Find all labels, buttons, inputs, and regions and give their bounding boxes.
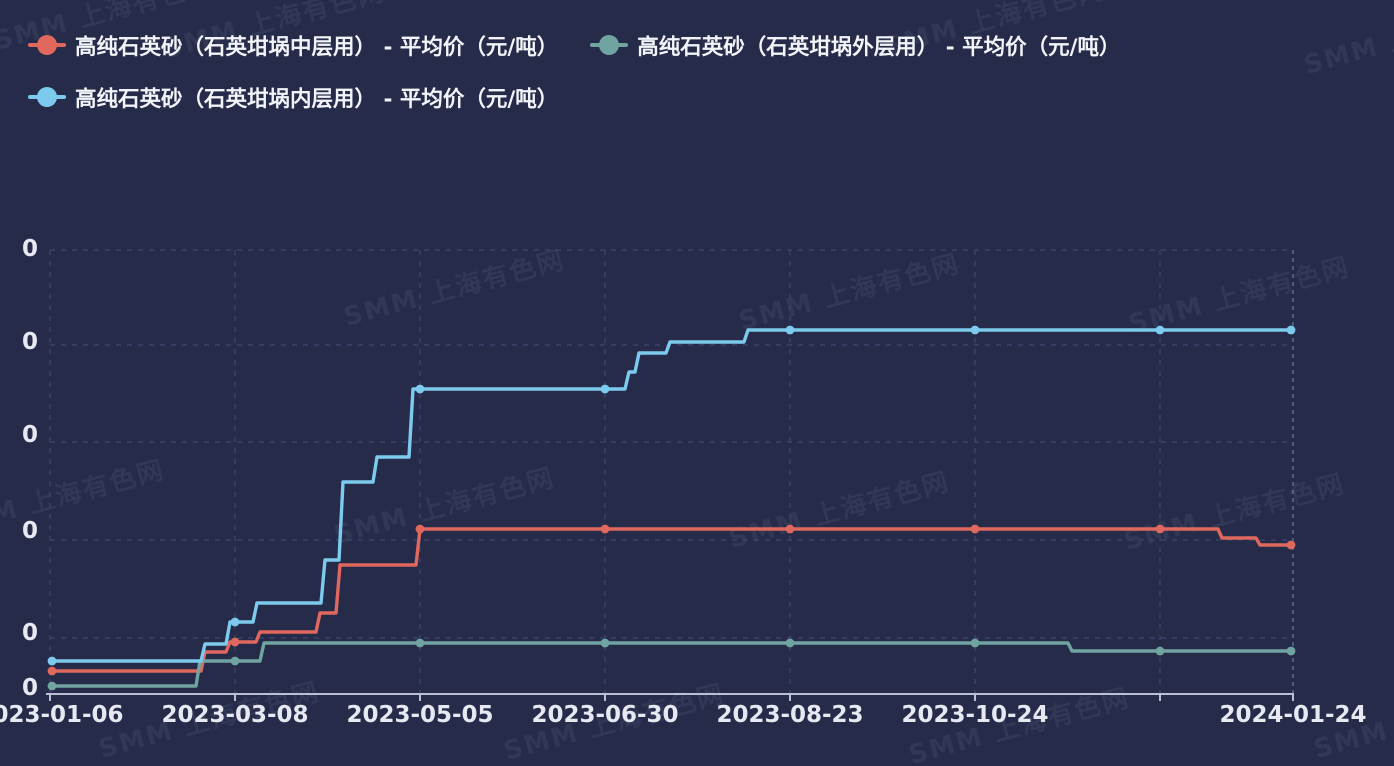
data-point-dot[interactable] (785, 524, 795, 534)
x-tick-label: 2023-05-05 (346, 702, 493, 728)
y-tick-label: 0 (22, 422, 38, 448)
legend-item-label: 高纯石英砂（石英坩埚内层用） - 平均价（元/吨） (75, 86, 559, 112)
line-series-marker-icon (28, 34, 66, 56)
x-tick-label: 2023-01-06 (0, 702, 124, 728)
data-point-dot[interactable] (600, 524, 610, 534)
data-point-dot[interactable] (415, 524, 425, 534)
x-tick-label: 2023-06-30 (531, 702, 678, 728)
data-point-dot[interactable] (230, 617, 240, 627)
x-tick-label: 2023-03-08 (161, 702, 308, 728)
line-series-marker-icon (590, 34, 629, 56)
data-point-dot[interactable] (1155, 325, 1165, 335)
data-point-dot[interactable] (970, 325, 980, 335)
y-tick-label: 0 (22, 236, 38, 262)
series-line-middle-layer[interactable] (50, 527, 1293, 673)
line-series-marker-icon (28, 86, 66, 108)
data-point-dot[interactable] (970, 524, 980, 534)
y-tick-label: 0 (22, 620, 38, 646)
data-point-dot[interactable] (1155, 646, 1165, 656)
y-tick-label: 0 (22, 329, 38, 355)
legend-item-label: 高纯石英砂（石英坩埚外层用） - 平均价（元/吨） (637, 34, 1121, 60)
data-point-dot[interactable] (415, 638, 425, 648)
legend-row-1: 高纯石英砂（石英坩埚中层用） - 平均价（元/吨） 高纯石英砂（石英坩埚外层用）… (28, 19, 1121, 71)
y-tick-label: 0 (22, 675, 38, 701)
legend-item-middle-layer[interactable]: 高纯石英砂（石英坩埚中层用） - 平均价（元/吨） (28, 30, 558, 61)
series-line-inner-layer[interactable] (50, 328, 1293, 663)
x-tick-label: 2024-01-24 (1219, 702, 1366, 728)
legend: 高纯石英砂（石英坩埚中层用） - 平均价（元/吨） 高纯石英砂（石英坩埚外层用）… (28, 19, 1121, 123)
data-point-dot[interactable] (47, 666, 57, 676)
data-point-dot[interactable] (970, 638, 980, 648)
data-point-dot[interactable] (415, 384, 425, 394)
legend-item-label: 高纯石英砂（石英坩埚中层用） - 平均价（元/吨） (75, 34, 559, 60)
data-point-dot[interactable] (47, 656, 57, 666)
x-tick-label: 2023-08-23 (716, 702, 863, 728)
data-point-dot[interactable] (1286, 325, 1296, 335)
data-point-dot[interactable] (785, 325, 795, 335)
data-point-dot[interactable] (1286, 540, 1296, 550)
legend-item-outer-layer[interactable]: 高纯石英砂（石英坩埚外层用） - 平均价（元/吨） (590, 30, 1121, 61)
data-point-dot[interactable] (785, 638, 795, 648)
series-line-outer-layer[interactable] (50, 641, 1293, 688)
data-point-dot[interactable] (600, 638, 610, 648)
y-tick-label: 0 (22, 518, 38, 544)
legend-item-inner-layer[interactable]: 高纯石英砂（石英坩埚内层用） - 平均价（元/吨） (28, 82, 558, 113)
data-point-dot[interactable] (1286, 646, 1296, 656)
data-point-dot[interactable] (47, 681, 57, 691)
legend-row-2: 高纯石英砂（石英坩埚内层用） - 平均价（元/吨） (28, 71, 1121, 123)
x-tick-label: 2023-10-24 (901, 702, 1048, 728)
data-point-dot[interactable] (1155, 524, 1165, 534)
data-point-dot[interactable] (230, 637, 240, 647)
data-point-dot[interactable] (230, 656, 240, 666)
data-point-dot[interactable] (600, 384, 610, 394)
